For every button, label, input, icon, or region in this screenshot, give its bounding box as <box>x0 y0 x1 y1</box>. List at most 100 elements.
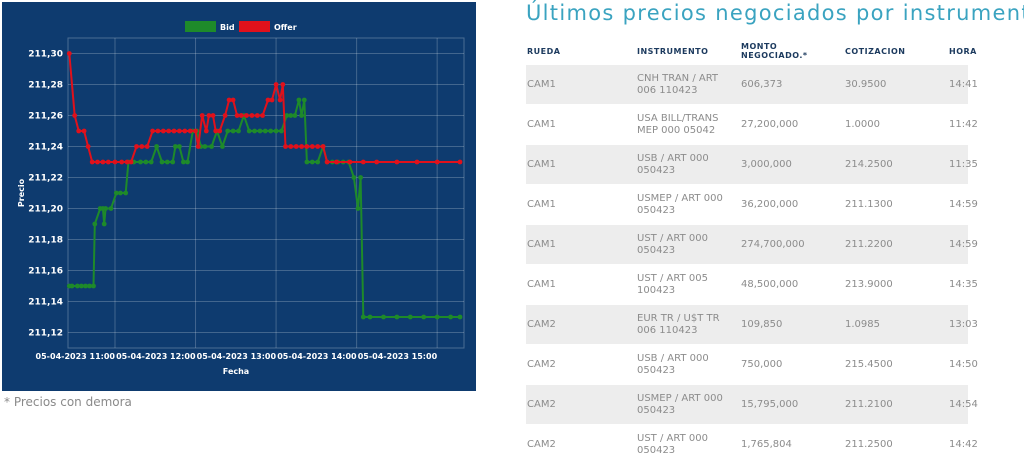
data-point-offer <box>239 113 244 118</box>
data-point-offer <box>361 160 366 165</box>
cell-rueda: CAM2 <box>526 425 636 464</box>
cell-monto: 3,000,000 <box>740 145 844 185</box>
data-point-bid <box>103 206 108 211</box>
y-axis-title: Precio <box>17 178 26 207</box>
data-point-offer <box>435 160 440 165</box>
data-point-offer <box>113 160 118 165</box>
cell-instrumento: UST / ART 005 100423 <box>636 265 740 305</box>
cell-monto: 1,765,804 <box>740 425 844 464</box>
legend-label-bid: Bid <box>220 23 235 32</box>
data-point-bid <box>421 315 426 320</box>
cell-rueda: CAM1 <box>526 105 636 145</box>
data-point-offer <box>274 82 279 87</box>
cell-cotizacion: 211.2200 <box>844 225 948 265</box>
legend-swatch-bid <box>185 21 216 32</box>
instrumento-text: CNH TRAN / ART 006 110423 <box>637 73 733 97</box>
data-point-bid <box>302 98 307 103</box>
cell-instrumento: UST / ART 000 050423 <box>636 225 740 265</box>
data-point-offer <box>207 113 212 118</box>
cell-instrumento: EUR TR / U$T TR 006 110423 <box>636 305 740 345</box>
data-point-offer <box>200 113 205 118</box>
data-point-bid <box>92 222 97 227</box>
data-point-offer <box>196 144 201 149</box>
data-point-offer <box>72 113 77 118</box>
data-point-bid <box>288 113 293 118</box>
data-point-bid <box>368 315 373 320</box>
data-point-offer <box>150 129 155 134</box>
data-point-bid <box>79 284 84 289</box>
cell-instrumento: CNH TRAN / ART 006 110423 <box>636 65 740 105</box>
data-point-bid <box>165 160 170 165</box>
data-point-bid <box>315 160 320 165</box>
data-point-bid <box>102 222 107 227</box>
data-point-offer <box>106 160 111 165</box>
instrumento-text: USB / ART 000 050423 <box>637 153 733 177</box>
data-point-bid <box>358 175 363 180</box>
data-point-bid <box>70 284 75 289</box>
data-point-bid <box>258 129 263 134</box>
y-tick-label: 211,26 <box>28 112 63 122</box>
data-point-offer <box>244 113 249 118</box>
cell-cotizacion: 213.9000 <box>844 265 948 305</box>
x-tick-label: 05-04-2023 12:00 <box>116 352 196 361</box>
data-point-offer <box>95 160 100 165</box>
data-point-offer <box>193 129 198 134</box>
cell-rueda: CAM2 <box>526 305 636 345</box>
cell-monto: 109,850 <box>740 305 844 345</box>
cell-rueda: CAM1 <box>526 265 636 305</box>
instrumento-text: USMEP / ART 000 050423 <box>637 393 733 417</box>
data-point-offer <box>310 144 315 149</box>
prices-table: RUEDA INSTRUMENTO MONTO NEGOCIADO.* COTI… <box>526 38 968 464</box>
header-cotizacion: COTIZACION <box>844 38 948 65</box>
cell-hora: 11:35 <box>948 145 968 185</box>
data-point-offer <box>374 160 379 165</box>
cell-hora: 14:41 <box>948 65 968 105</box>
instrumento-text: UST / ART 005 100423 <box>637 273 733 297</box>
data-point-offer <box>278 98 283 103</box>
cell-rueda: CAM1 <box>526 225 636 265</box>
data-point-offer <box>270 98 275 103</box>
data-point-offer <box>182 129 187 134</box>
data-point-offer <box>67 51 72 56</box>
data-point-offer <box>283 144 288 149</box>
data-point-offer <box>211 113 216 118</box>
instrumento-text: UST / ART 000 050423 <box>637 433 733 457</box>
cell-hora: 14:42 <box>948 425 968 464</box>
data-point-offer <box>260 113 265 118</box>
header-hora: HORA <box>948 38 968 65</box>
data-point-bid <box>185 160 190 165</box>
data-point-bid <box>274 129 279 134</box>
cell-instrumento: USMEP / ART 000 050423 <box>636 385 740 425</box>
y-tick-label: 211,30 <box>28 50 63 60</box>
x-axis-title: Fecha <box>223 367 249 376</box>
header-instrumento: INSTRUMENTO <box>636 38 740 65</box>
cell-cotizacion: 211.1300 <box>844 185 948 225</box>
data-point-bid <box>381 315 386 320</box>
data-point-offer <box>101 160 106 165</box>
x-tick-label: 05-04-2023 11:00 <box>36 352 116 361</box>
data-point-offer <box>299 144 304 149</box>
x-tick-label: 05-04-2023 13:00 <box>197 352 277 361</box>
y-tick-label: 211,16 <box>28 267 63 277</box>
data-point-offer <box>204 129 209 134</box>
data-point-offer <box>129 160 134 165</box>
data-point-bid <box>356 206 361 211</box>
cell-hora: 14:59 <box>948 185 968 225</box>
data-point-bid <box>252 129 257 134</box>
delay-note: * Precios con demora <box>4 395 132 409</box>
cell-instrumento: USB / ART 000 050423 <box>636 145 740 185</box>
cell-hora: 14:59 <box>948 225 968 265</box>
series-offer <box>67 51 463 164</box>
legend-label-offer: Offer <box>274 23 297 32</box>
cell-rueda: CAM2 <box>526 345 636 385</box>
cell-instrumento: USB / ART 000 050423 <box>636 345 740 385</box>
data-point-bid <box>395 315 400 320</box>
y-tick-label: 211,20 <box>28 205 63 215</box>
header-monto: MONTO NEGOCIADO.* <box>740 38 844 65</box>
